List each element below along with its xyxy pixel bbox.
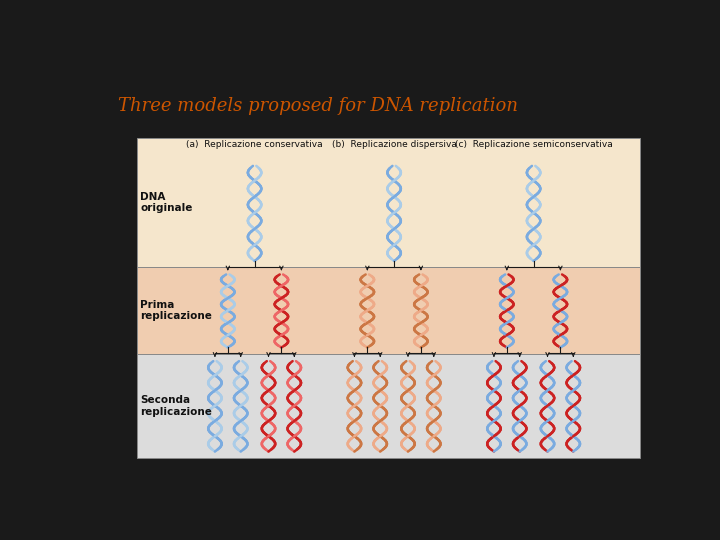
Bar <box>138 138 639 267</box>
Text: Seconda
replicazione: Seconda replicazione <box>140 395 212 416</box>
Text: DNA
originale: DNA originale <box>140 192 192 213</box>
Text: Three models proposed for DNA replication: Three models proposed for DNA replicatio… <box>118 97 518 116</box>
Text: (a)  Replicazione conservativa: (a) Replicazione conservativa <box>186 140 323 149</box>
Text: (c)  Replicazione semiconservativa: (c) Replicazione semiconservativa <box>455 140 613 149</box>
Bar <box>138 354 639 458</box>
Text: (b)  Replicazione dispersiva: (b) Replicazione dispersiva <box>332 140 456 149</box>
Bar <box>138 267 639 354</box>
Text: Prima
replicazione: Prima replicazione <box>140 300 212 321</box>
